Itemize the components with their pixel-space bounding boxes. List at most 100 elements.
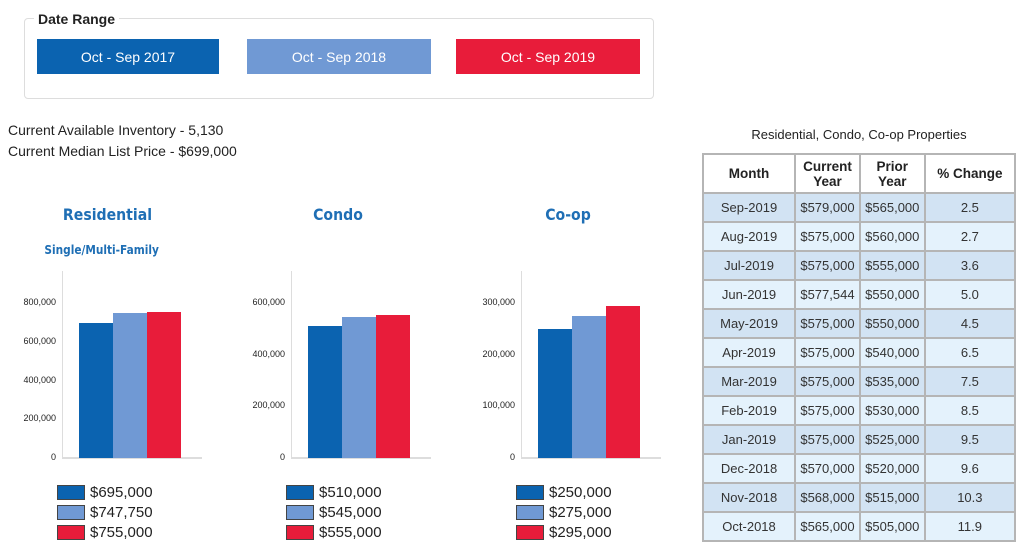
table-cell: 5.0 [923,279,1017,310]
table-row: Aug-2019 $575,000 $560,000 2.7 [701,221,1017,252]
y-axis [521,271,522,459]
table-cell: $520,000 [858,453,926,484]
table-cell: $540,000 [858,337,926,368]
legend-item: $555,000 [286,522,382,542]
table-cell: Jul-2019 [701,250,797,281]
y-tick-label: 0 [509,452,515,462]
y-tick-label: 0 [279,452,285,462]
legend-swatch [286,484,314,500]
table-cell: 9.5 [923,424,1017,455]
table-cell: $575,000 [794,424,861,455]
bar-0 [308,326,342,458]
bar-chart-1: 0 200,000 400,000 600,000 $510,000 $545,000 $5… [229,265,459,541]
y-tick-label: 100,000 [482,400,515,411]
table-cell: $568,000 [794,482,861,513]
legend-swatch [57,524,85,540]
legend-label: $555,000 [319,523,382,541]
table-cell: Mar-2019 [701,366,797,397]
table-cell: 2.5 [923,192,1017,223]
column-header: % Change [923,153,1017,194]
legend-item: $747,750 [57,502,153,522]
table-cell: 9.6 [923,453,1017,484]
inventory-text: Current Available Inventory - 5,130 [8,122,224,138]
column-header: Month [701,153,797,194]
date-2018-button[interactable]: Oct - Sep 2018 [247,39,431,74]
y-tick-label: 200,000 [482,348,515,359]
legend-label: $695,000 [90,483,153,501]
date-range-panel [24,18,654,99]
table-cell: $505,000 [858,511,926,542]
coop-title: Co-op [545,205,591,224]
y-tick-label: 400,000 [23,374,56,385]
table-cell: Dec-2018 [701,453,797,484]
y-tick-label: 200,000 [23,413,56,424]
y-tick-label: 400,000 [252,348,285,359]
table-cell: Jan-2019 [701,424,797,455]
table-row: Dec-2018 $570,000 $520,000 9.6 [701,453,1017,484]
table-cell: $530,000 [858,395,926,426]
legend-swatch [57,504,85,520]
table-cell: May-2019 [701,308,797,339]
table-cell: $575,000 [794,250,861,281]
date-2017-button[interactable]: Oct - Sep 2017 [37,39,219,74]
bar-0 [79,323,113,458]
table-cell: 10.3 [923,482,1017,513]
bar-0 [538,328,572,458]
legend-item: $250,000 [516,482,612,502]
table-cell: $555,000 [858,250,926,281]
legend-item: $275,000 [516,502,612,522]
bar-1 [342,317,376,458]
bar-chart-2: 0 100,000 200,000 300,000 $250,000 $275,000 $2… [459,265,689,541]
legend-swatch [516,484,544,500]
legend-label: $510,000 [319,483,382,501]
table-cell: Nov-2018 [701,482,797,513]
date-2019-button[interactable]: Oct - Sep 2019 [456,39,640,74]
table-cell: 7.5 [923,366,1017,397]
legend-item: $510,000 [286,482,382,502]
table-row: Sep-2019 $579,000 $565,000 2.5 [701,192,1017,223]
y-tick-label: 600,000 [23,335,56,346]
table-cell: Aug-2019 [701,221,797,252]
price-table: Month Current Year Prior Year% Change Sep-… [701,153,1017,542]
table-cell: $575,000 [794,221,861,252]
date-range-title: Date Range [34,11,120,27]
legend-label: $295,000 [549,523,612,541]
table-row: Jan-2019 $575,000 $525,000 9.5 [701,424,1017,455]
legend-item: $545,000 [286,502,382,522]
x-axis [521,457,661,459]
table-cell: 11.9 [923,511,1017,542]
table-cell: 6.5 [923,337,1017,368]
table-cell: $575,000 [794,337,861,368]
table-cell: Feb-2019 [701,395,797,426]
table-cell: $565,000 [858,192,926,223]
legend-label: $755,000 [90,523,153,541]
y-tick-label: 600,000 [252,297,285,307]
table-cell: 2.7 [923,221,1017,252]
bar-chart-0: 0 200,000 400,000 600,000 800,000 $695,000 $74… [0,265,230,541]
table-cell: $525,000 [858,424,926,455]
table-cell: 3.6 [923,250,1017,281]
bar-1 [572,315,606,458]
table-row: May-2019 $575,000 $550,000 4.5 [701,308,1017,339]
table-cell: $550,000 [858,279,926,310]
table-cell: 8.5 [923,395,1017,426]
column-header: Current Year [794,153,861,194]
bar-1 [113,313,147,458]
table-cell: $560,000 [858,221,926,252]
residential-subtitle: Single/Multi-Family [44,243,159,257]
legend-item: $755,000 [57,522,153,542]
legend-label: $250,000 [549,483,612,501]
table-row: Oct-2018 $565,000 $505,000 11.9 [701,511,1017,542]
legend-swatch [286,524,314,540]
bar-2 [147,311,181,458]
y-tick-label: 200,000 [252,400,285,411]
table-cell: $575,000 [794,366,861,397]
table-title: Residential, Condo, Co-op Properties [751,127,967,142]
table-cell: $565,000 [794,511,861,542]
residential-title: Residential [62,205,153,224]
table-cell: $579,000 [794,192,861,223]
table-row: Nov-2018 $568,000 $515,000 10.3 [701,482,1017,513]
table-row: Jun-2019 $577,544 $550,000 5.0 [701,279,1017,310]
y-tick-label: 300,000 [482,297,515,307]
table-cell: $515,000 [858,482,926,513]
